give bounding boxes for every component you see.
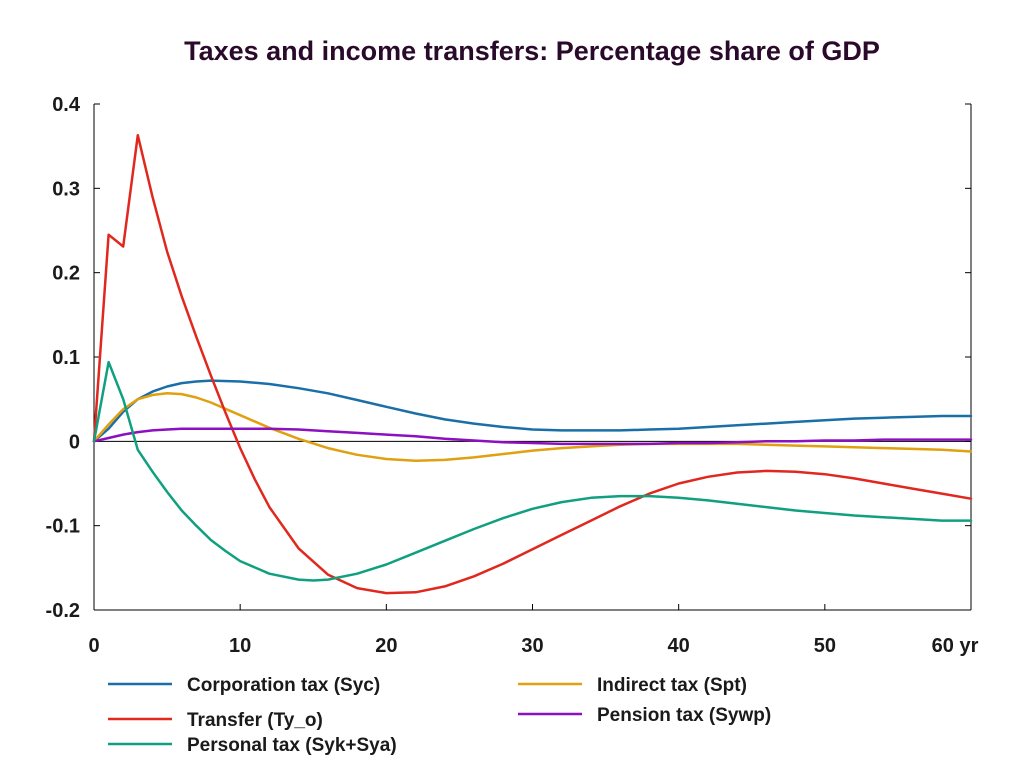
legend-label: Personal tax (Syk+Sya) <box>187 735 397 756</box>
legend-label: Transfer (Ty_o) <box>187 710 323 731</box>
x-axis: 0 10 20 30 40 50 60 yr <box>88 604 979 657</box>
x-tick-label: 50 <box>814 635 836 657</box>
y-tick-label: 0.3 <box>52 178 80 200</box>
legend-label: Corporation tax (Syc) <box>187 675 380 696</box>
y-tick-label: 0.2 <box>52 263 80 285</box>
series-line-personal-tax-syk-sya <box>92 360 973 582</box>
legend-label: Indirect tax (Spt) <box>597 675 747 696</box>
series-line-transfer-ty-o <box>92 133 973 595</box>
y-tick-label: 0.1 <box>52 347 80 369</box>
x-tick-label: 60 yr <box>932 635 979 657</box>
legend-label: Pension tax (Sywp) <box>597 705 771 726</box>
y-tick-label: 0.4 <box>52 94 81 116</box>
y-tick-label: 0 <box>69 431 80 453</box>
chart-title: Taxes and income transfers: Percentage s… <box>184 36 880 66</box>
x-tick-label: 10 <box>229 635 251 657</box>
y-tick-label: -0.2 <box>46 600 80 622</box>
series-line-indirect-tax-spt <box>92 392 973 462</box>
legend: Corporation tax (Syc) Transfer (Ty_o) Pers… <box>108 675 771 756</box>
x-tick-label: 40 <box>668 635 690 657</box>
x-tick-label: 20 <box>375 635 397 657</box>
series-line-corporation-tax-syc <box>92 379 973 443</box>
plot-frame <box>93 104 972 611</box>
y-tick-label: -0.1 <box>46 516 80 538</box>
series-group <box>92 133 973 595</box>
x-tick-label: 30 <box>521 635 543 657</box>
x-tick-label: 0 <box>88 635 99 657</box>
y-axis: -0.2 -0.1 0 0.1 0.2 0.3 0.4 <box>46 94 971 622</box>
series-line-pension-tax-sywp <box>92 427 973 446</box>
